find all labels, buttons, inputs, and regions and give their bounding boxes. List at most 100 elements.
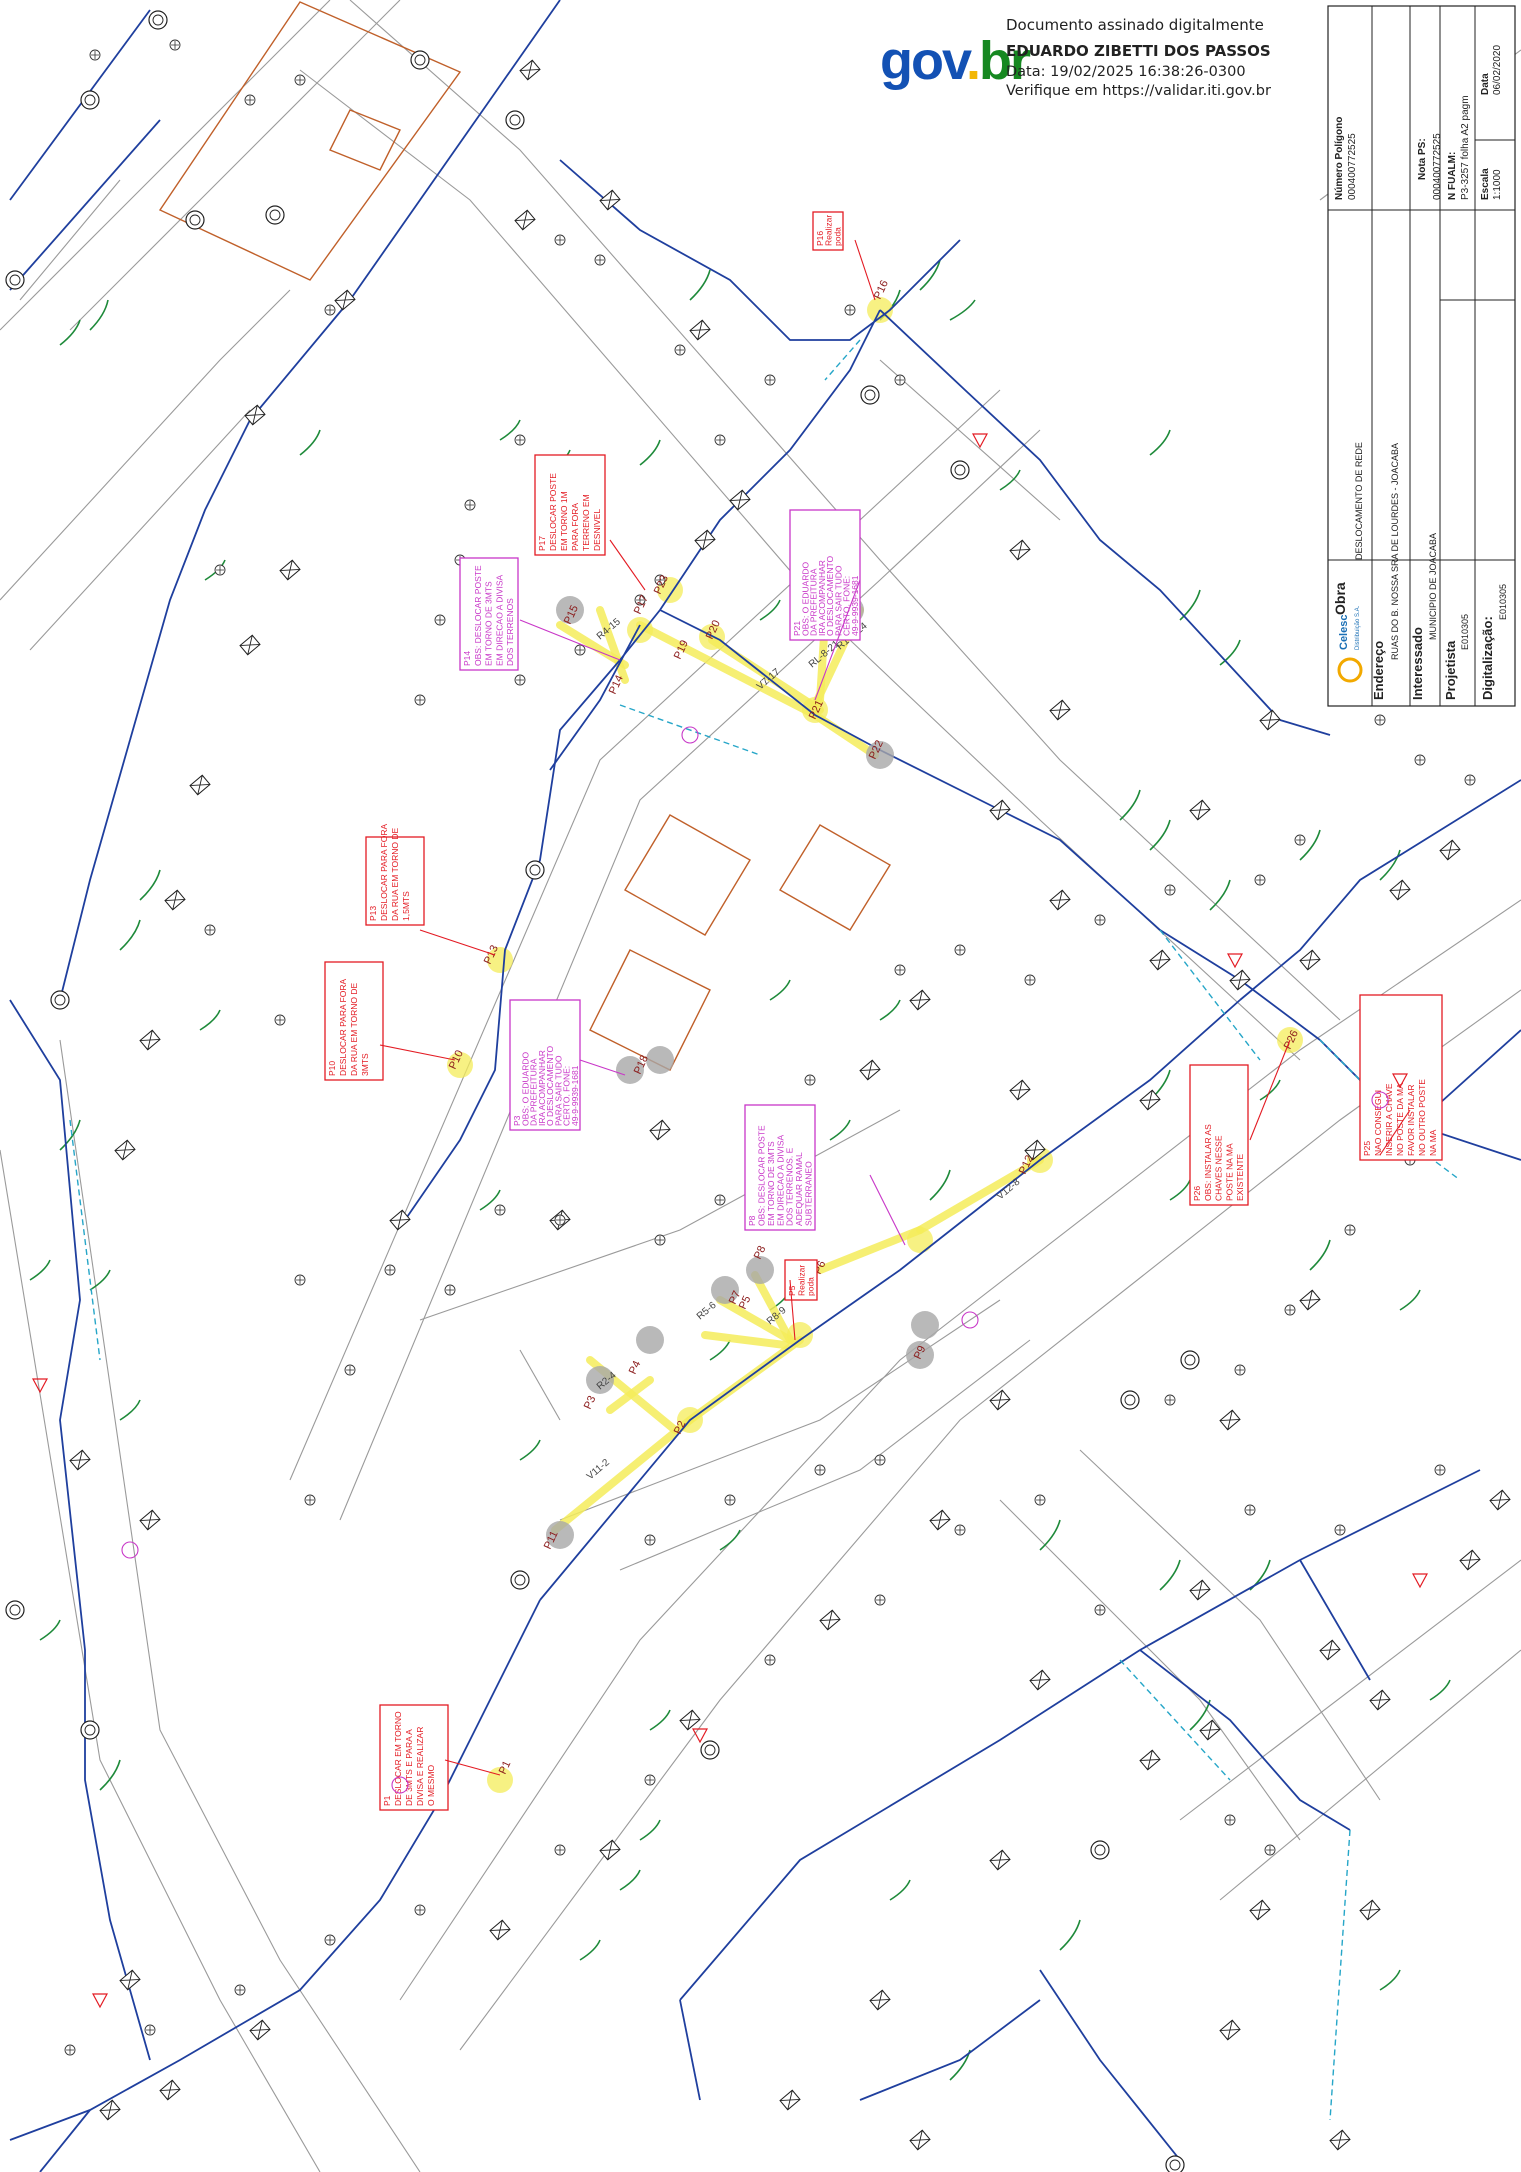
vegetation-mark	[59, 319, 81, 346]
red-note-leader	[419, 929, 496, 956]
magenta-note-p3-line: PARA SAIR TUDO	[553, 1055, 563, 1126]
pole-marker	[989, 799, 1011, 821]
lamp-cross	[1266, 1846, 1274, 1854]
pole-cross	[1189, 800, 1211, 820]
lamp-cross	[766, 376, 774, 384]
lamp-cross	[576, 646, 584, 654]
red-note-p1-line: DE 3MTS E PARA A	[404, 1729, 414, 1806]
annotations: P1P2P3P4P5P6P7P8P9P10P11P12P13P14P15P16P…	[31, 211, 1443, 2009]
pole-label: P5	[737, 1294, 754, 1311]
gray-marker	[711, 1276, 739, 1304]
parcel-outline	[624, 814, 751, 936]
pole-circle-inner	[1094, 1844, 1106, 1856]
red-note-p10-line: 3MTS	[360, 1053, 370, 1076]
pole-marker	[729, 489, 751, 511]
gray-marker	[746, 1256, 774, 1284]
red-note-p25-line: NAO CONSEGUI	[1373, 1090, 1383, 1156]
govbr-logo-br: br	[979, 31, 1031, 91]
vegetation-mark	[999, 469, 1021, 491]
pole-cross	[69, 1450, 91, 1470]
vegetation-mark	[199, 1009, 221, 1031]
n-fualm-value: P3-3257 folha A2 pagm	[1460, 95, 1471, 200]
pole-marker	[114, 1139, 136, 1161]
red-note-p26-line: EXISTENTE	[1235, 1153, 1245, 1201]
network-line	[549, 624, 641, 771]
gray-marker	[911, 1311, 939, 1339]
pole-circle	[148, 10, 168, 30]
lamp-cross	[1466, 776, 1474, 784]
celesc-logo-text: Celesc	[1338, 615, 1350, 650]
red-note-p1: P1 DESLOCAR EM TORNO DE 3MTS E PARA A DIVIS…	[379, 1704, 449, 1811]
magenta-note-p21-line: 49-9-9939-1681	[850, 575, 860, 636]
vegetation-mark	[1149, 429, 1171, 456]
lamp-cross	[1226, 1816, 1234, 1824]
lamp-cross	[806, 1076, 814, 1084]
red-note-p1-line: DESLOCAR EM TORNO	[393, 1711, 403, 1806]
highlight-circle	[627, 617, 653, 643]
lamp-cross	[1026, 976, 1034, 984]
pole-cross	[1139, 1090, 1161, 1110]
pole-marker	[689, 319, 711, 341]
lamp-cross	[816, 1466, 824, 1474]
vegetation-mark	[89, 299, 109, 331]
verification-link[interactable]: Verifique em https://validar.iti.gov.br	[1006, 83, 1271, 99]
parcel-outline	[329, 109, 401, 171]
pole-marker	[1149, 949, 1171, 971]
obra-value: DESLOCAMENTO DE REDE	[1354, 442, 1364, 560]
gray-marker	[586, 1366, 614, 1394]
red-note-p25-line: NO OUTRO POSTE	[1417, 1079, 1427, 1156]
pole-circle	[50, 990, 70, 1010]
network-line	[9, 999, 151, 2061]
highlight-path	[916, 1156, 1044, 1234]
secondary-line	[1159, 929, 1261, 1061]
network-line	[39, 2109, 91, 2172]
red-note-p16-line: P16	[815, 231, 825, 246]
pole-cross	[334, 290, 356, 310]
red-note-p5-line: poda	[806, 1277, 816, 1296]
pole-cross	[1029, 1670, 1051, 1690]
street-edge	[559, 1299, 1001, 1521]
gray-marker	[556, 596, 584, 624]
lamp-cross	[1096, 1606, 1104, 1614]
pole-circle	[510, 1570, 530, 1590]
vegetation-mark	[89, 1269, 111, 1291]
vegetation-mark	[719, 1529, 741, 1551]
pole-circle-inner	[954, 464, 966, 476]
pole-cross	[1199, 1720, 1221, 1740]
pole-circle	[950, 460, 970, 480]
network-line	[1139, 1649, 1351, 1831]
pole-cross	[689, 320, 711, 340]
lamp-cross	[1166, 1396, 1174, 1404]
lamp-cross	[386, 1266, 394, 1274]
pole-cross	[909, 2130, 931, 2150]
vegetation-mark	[1059, 1919, 1081, 1951]
network-line	[879, 309, 1281, 721]
red-note-p17-line: DESLOCAR POSTE	[548, 473, 558, 551]
red-note-p10: P10 DESLOCAR PARA FORA DA RUA EM TORNO DE 3…	[324, 961, 384, 1081]
magenta-note-p3-line: IRA ACOMPANHAR	[537, 1050, 547, 1126]
magenta-note-p21-line: DA PREFEITURA	[809, 568, 819, 636]
gray-marker	[616, 1056, 644, 1084]
switch-symbol	[91, 1993, 109, 2009]
vegetation-mark	[99, 1759, 121, 1791]
magenta-note-p3-line: 49-9-9939-1681	[570, 1065, 580, 1126]
pole-marker	[1009, 1079, 1031, 1101]
pole-marker	[244, 404, 266, 426]
red-note-leader	[444, 1759, 501, 1776]
street-edge	[289, 389, 1001, 1481]
magenta-note-p8-line: EM DIRECAO A DIVISA	[775, 1135, 785, 1226]
lamp-cross	[216, 566, 224, 574]
pole-marker	[159, 2079, 181, 2101]
magenta-note-p3-line: OBS: O EDUARDO	[520, 1051, 530, 1126]
red-note-p13: P13 DESLOCAR PARA FORA DA RUA EM TORNO DE 1…	[365, 824, 425, 926]
pole-marker	[1299, 949, 1321, 971]
street-edge	[1179, 1559, 1521, 1821]
pole-circle-inner	[529, 864, 541, 876]
gray-marker	[546, 1521, 574, 1549]
vegetation-mark	[519, 1439, 541, 1461]
pole-marker	[869, 1989, 891, 2011]
vegetation-mark	[1379, 1969, 1401, 1991]
pole-circle	[5, 270, 25, 290]
